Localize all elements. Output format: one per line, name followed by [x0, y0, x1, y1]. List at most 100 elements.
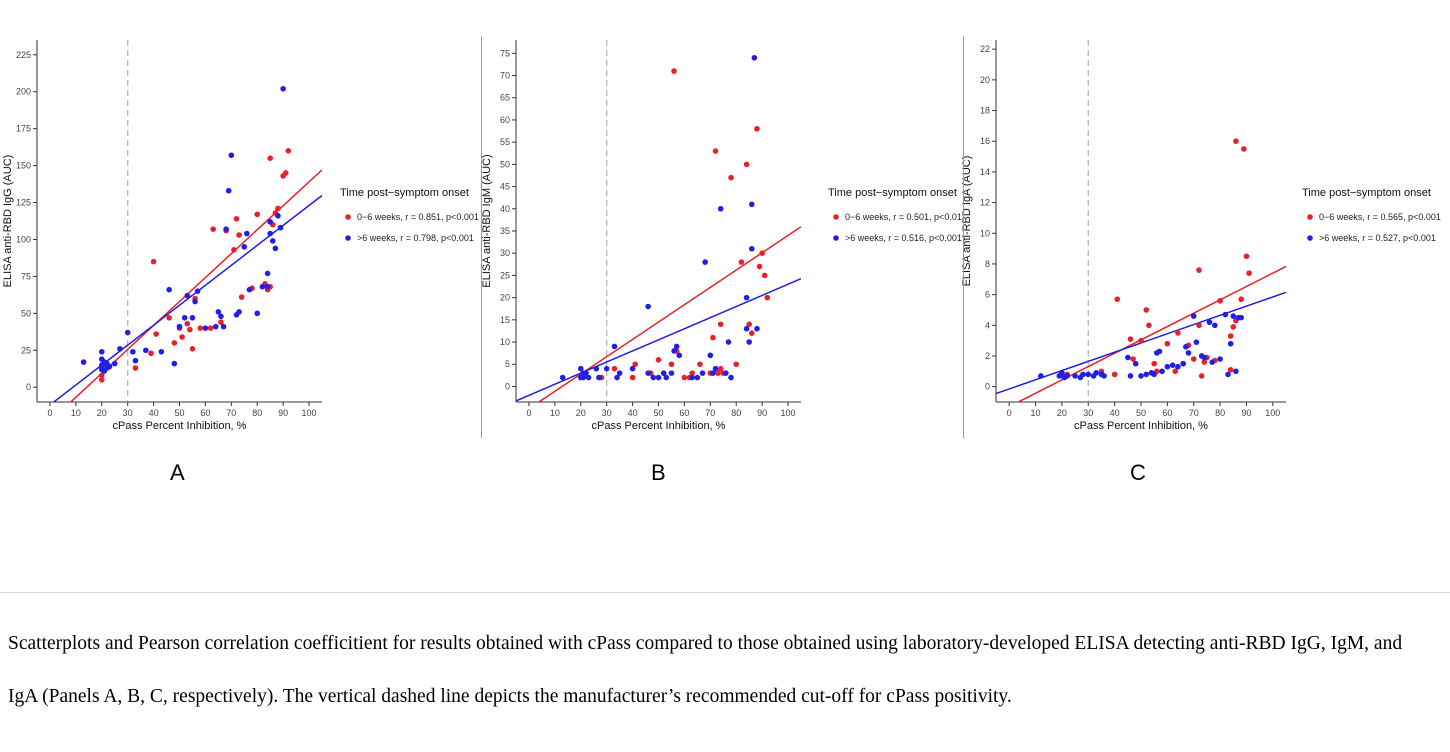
- data-point-series-2: [212, 323, 219, 330]
- data-point-series-2: [1230, 313, 1237, 319]
- data-point-series-2: [1085, 371, 1092, 378]
- fit-line-series-2: [52, 194, 322, 402]
- data-point-series-1: [738, 259, 745, 265]
- data-point-series-1: [1114, 296, 1121, 303]
- data-point-series-1: [1111, 371, 1118, 378]
- data-point-series-2: [671, 348, 677, 354]
- data-point-series-1: [236, 232, 242, 238]
- data-point-series-1: [1138, 337, 1144, 344]
- panel-label-a: A: [170, 460, 185, 485]
- y-tick-label: 45: [500, 182, 510, 192]
- y-tick-label: 40: [500, 204, 510, 214]
- y-tick-label: 50: [500, 159, 510, 169]
- data-point-series-1: [218, 319, 224, 326]
- data-point-series-2: [246, 286, 253, 293]
- legend-title: Time post−symptom onset: [1302, 187, 1431, 199]
- data-point-series-1: [132, 365, 139, 371]
- data-point-series-1: [1196, 267, 1202, 273]
- data-point-series-1: [671, 68, 677, 74]
- x-axis-title: cPass Percent Inhibition, %: [592, 420, 726, 432]
- x-axis-title: cPass Percent Inhibition, %: [113, 420, 247, 432]
- data-point-series-2: [1183, 343, 1189, 350]
- data-point-series-2: [1072, 373, 1078, 379]
- data-point-series-1: [681, 374, 688, 381]
- x-tick-label: 70: [1189, 408, 1199, 418]
- x-tick-label: 60: [200, 408, 210, 418]
- y-tick-label: 25: [21, 345, 31, 355]
- data-point-series-1: [282, 170, 289, 176]
- data-point-series-1: [98, 372, 105, 379]
- data-point-series-2: [158, 348, 165, 355]
- data-point-series-2: [218, 313, 224, 320]
- y-tick-label: 20: [980, 75, 990, 85]
- data-point-series-2: [264, 270, 271, 277]
- y-tick-label: 65: [500, 93, 510, 103]
- data-point-series-2: [1132, 360, 1139, 367]
- data-point-series-1: [166, 314, 172, 321]
- y-tick-label: 25: [500, 270, 510, 280]
- data-point-series-1: [1243, 253, 1250, 260]
- data-point-series-2: [202, 325, 209, 331]
- y-tick-label: 75: [21, 271, 31, 281]
- x-tick-label: 10: [550, 408, 560, 418]
- data-point-series-2: [710, 370, 716, 376]
- data-point-series-1: [761, 272, 768, 279]
- data-point-series-2: [707, 352, 714, 359]
- data-point-series-1: [233, 215, 240, 222]
- data-point-series-2: [1222, 311, 1229, 318]
- x-tick-label: 70: [226, 408, 236, 418]
- x-tick-label: 50: [1136, 408, 1146, 418]
- data-point-series-1: [629, 374, 636, 381]
- data-point-series-2: [748, 201, 755, 208]
- data-point-series-2: [748, 245, 755, 252]
- y-tick-label: 125: [16, 198, 31, 208]
- legend-entry-series-1: 0−6 weeks, r = 0.565, p<0.001: [1319, 212, 1441, 222]
- legend-marker-series-1: [345, 214, 351, 220]
- y-tick-label: 10: [980, 228, 990, 238]
- data-point-series-1: [210, 226, 216, 232]
- x-tick-label: 100: [302, 408, 317, 418]
- y-tick-label: 2: [985, 351, 990, 361]
- y-axis-title: ELISA anti-RBD IgA (AUC): [961, 156, 973, 287]
- data-point-series-2: [668, 370, 675, 376]
- data-point-series-2: [614, 374, 620, 381]
- x-tick-label: 90: [757, 408, 767, 418]
- data-point-series-2: [117, 346, 123, 352]
- legend-entry-series-2: >6 weeks, r = 0.516, p<0.001: [845, 233, 962, 243]
- data-point-series-2: [98, 348, 105, 355]
- y-tick-label: 30: [500, 248, 510, 258]
- data-point-series-2: [655, 374, 662, 381]
- data-point-series-1: [1146, 322, 1152, 329]
- legend-title: Time post−symptom onset: [340, 187, 469, 199]
- data-point-series-1: [743, 161, 750, 168]
- data-point-series-2: [181, 314, 188, 321]
- data-point-series-1: [148, 350, 154, 357]
- data-point-series-2: [723, 370, 729, 376]
- data-point-series-2: [236, 309, 242, 315]
- data-point-series-1: [717, 321, 724, 328]
- data-point-series-1: [632, 361, 638, 368]
- y-tick-label: 225: [16, 50, 31, 60]
- data-point-series-1: [712, 148, 719, 154]
- data-point-series-2: [1175, 363, 1181, 370]
- data-point-series-1: [267, 155, 273, 162]
- x-tick-label: 80: [252, 408, 262, 418]
- legend-marker-series-1: [833, 214, 839, 220]
- x-tick-label: 20: [97, 408, 107, 418]
- data-point-series-2: [673, 343, 680, 350]
- data-point-series-2: [593, 365, 600, 372]
- legend-marker-series-2: [833, 235, 839, 241]
- data-point-series-2: [176, 323, 183, 330]
- x-tick-label: 80: [731, 408, 741, 418]
- x-tick-label: 50: [653, 408, 663, 418]
- data-point-series-2: [1159, 368, 1165, 375]
- y-tick-label: 100: [16, 234, 31, 244]
- data-point-series-1: [189, 346, 196, 352]
- x-tick-label: 30: [1083, 408, 1093, 418]
- data-point-series-1: [668, 361, 675, 368]
- data-point-series-2: [1180, 360, 1186, 367]
- data-point-series-2: [1080, 371, 1086, 378]
- data-point-series-2: [194, 288, 201, 294]
- data-point-series-2: [717, 205, 724, 212]
